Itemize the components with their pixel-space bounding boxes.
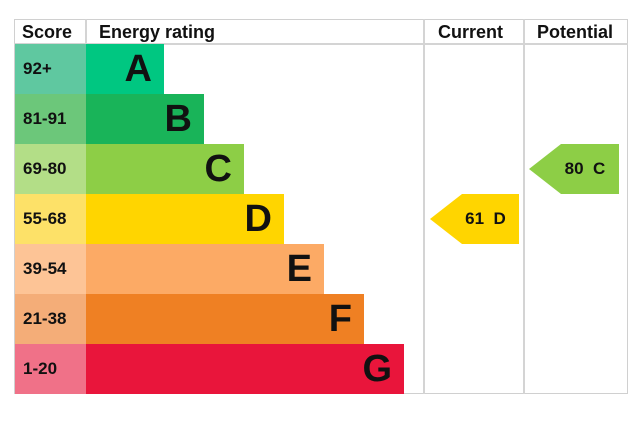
header-potential: Potential (537, 22, 614, 42)
header-score: Score (22, 22, 73, 42)
band-score-b: 81-91 (15, 94, 86, 144)
header-energy-rating: Energy rating (99, 22, 216, 42)
band-bar-a: A (86, 44, 164, 94)
current-rating-label: 61 D (465, 209, 506, 228)
band-bar-g: G (86, 344, 404, 394)
band-score-e: 39-54 (15, 244, 86, 294)
band-bar-b: B (86, 94, 204, 144)
header-current: Current (438, 22, 504, 42)
band-score-g: 1-20 (15, 344, 86, 394)
band-bar-c: C (86, 144, 244, 194)
band-bar-f: F (86, 294, 364, 344)
column-divider-score (85, 19, 87, 44)
column-divider-potential (523, 19, 525, 394)
band-bar-e: E (86, 244, 324, 294)
header-divider (14, 43, 628, 45)
band-score-f: 21-38 (15, 294, 86, 344)
potential-rating-label: 80 C (564, 159, 606, 178)
column-divider-current (423, 19, 425, 394)
band-bar-d: D (86, 194, 284, 244)
band-score-d: 55-68 (15, 194, 86, 244)
band-score-a: 92+ (15, 44, 86, 94)
band-score-c: 69-80 (15, 144, 86, 194)
